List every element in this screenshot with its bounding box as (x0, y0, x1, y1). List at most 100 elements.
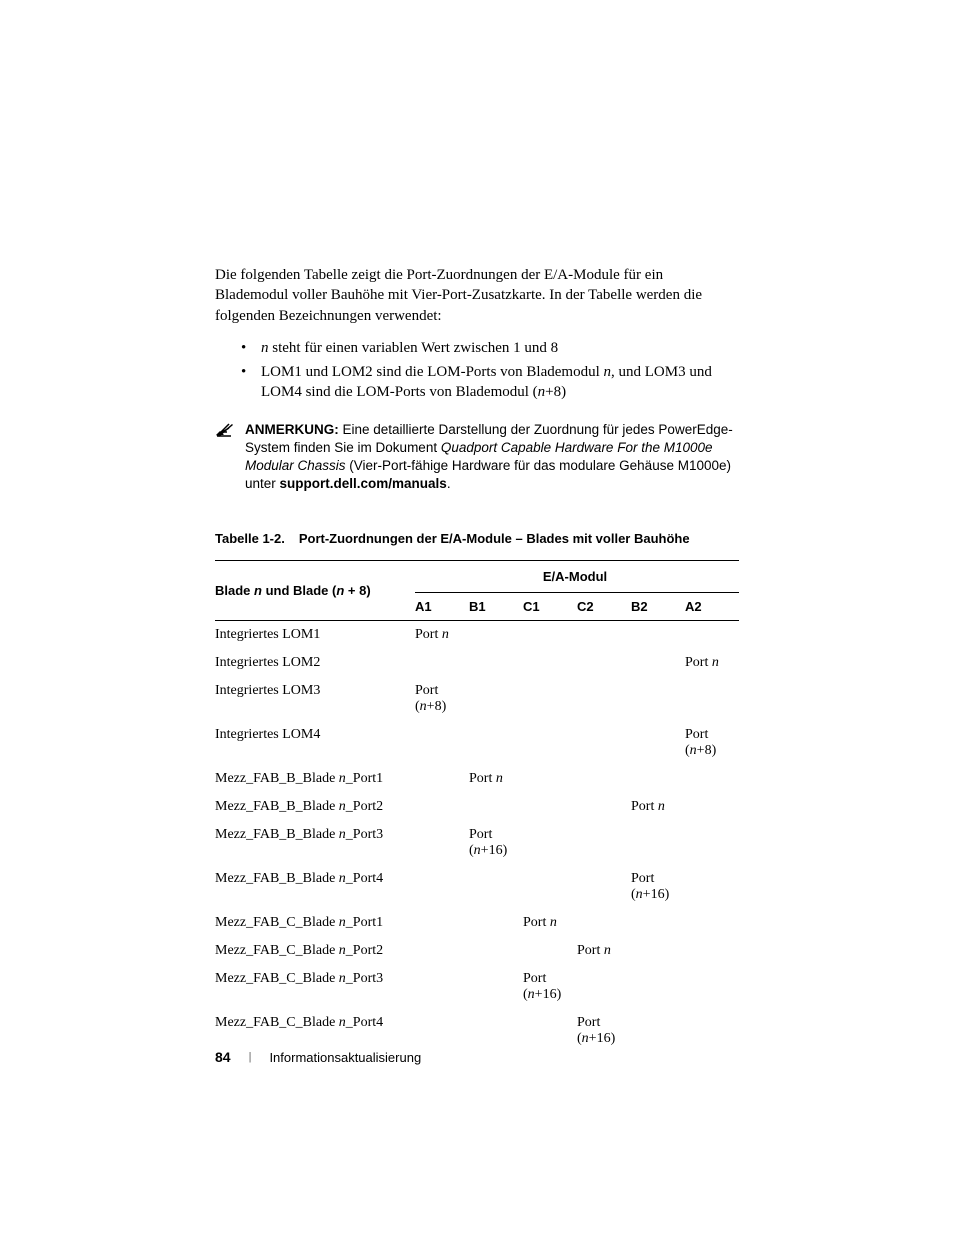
table-cell (469, 965, 523, 1009)
table-cell (415, 1009, 469, 1053)
table-cell: Port n (415, 621, 469, 650)
table-cell (631, 937, 685, 965)
table-cell (523, 821, 577, 865)
table-cell: Port n (685, 649, 739, 677)
table-cell (631, 1009, 685, 1053)
footer-separator: | (249, 1051, 252, 1063)
table-cell (469, 865, 523, 909)
row-label: Mezz_FAB_B_Blade n_Port3 (215, 821, 415, 865)
bullet-list: n steht für einen variablen Wert zwische… (215, 338, 739, 403)
table-cell (685, 1009, 739, 1053)
table-cell (415, 649, 469, 677)
port-mapping-table: Blade n und Blade (n + 8) E/A-Modul A1 B… (215, 560, 739, 1053)
note-end: . (447, 476, 451, 491)
note-label: ANMERKUNG: (245, 422, 339, 437)
row-label: Mezz_FAB_C_Blade n_Port3 (215, 965, 415, 1009)
table-cell (685, 621, 739, 650)
table-cell (415, 937, 469, 965)
col-a1: A1 (415, 593, 469, 621)
table-cell (523, 721, 577, 765)
table-cell: Port (n+16) (469, 821, 523, 865)
table-cell (469, 1009, 523, 1053)
bullet-2-post: +8) (545, 384, 566, 400)
table-cell (631, 649, 685, 677)
table-row: Integriertes LOM4 Port (n+8) (215, 721, 739, 765)
table-cell (415, 721, 469, 765)
table-cell (577, 721, 631, 765)
table-cell: Port (n+8) (685, 721, 739, 765)
row-label: Mezz_FAB_C_Blade n_Port1 (215, 909, 415, 937)
table-cell (685, 865, 739, 909)
col-a2: A2 (685, 593, 739, 621)
table-cell (415, 909, 469, 937)
table-cell (631, 765, 685, 793)
table-cell (415, 965, 469, 1009)
table-row: Integriertes LOM3Port (n+8) (215, 677, 739, 721)
table-header-left: Blade n und Blade (n + 8) (215, 561, 415, 621)
table-cell (577, 765, 631, 793)
table-row: Integriertes LOM2 Port n (215, 649, 739, 677)
table-caption-text: Port-Zuordnungen der E/A-Module – Blades… (299, 531, 690, 546)
row-label: Mezz_FAB_C_Blade n_Port4 (215, 1009, 415, 1053)
table-row: Mezz_FAB_C_Blade n_Port1Port n (215, 909, 739, 937)
table-cell (577, 965, 631, 1009)
footer-page-number: 84 (215, 1049, 231, 1065)
table-cell (685, 821, 739, 865)
bullet-item-1: n steht für einen variablen Wert zwische… (247, 338, 739, 358)
table-cell: Port (n+16) (523, 965, 577, 1009)
row-label: Integriertes LOM4 (215, 721, 415, 765)
page-footer: 84 | Informationsaktualisierung (215, 1049, 421, 1065)
table-row: Mezz_FAB_B_Blade n_Port4Port (n+16) (215, 865, 739, 909)
table-row: Mezz_FAB_B_Blade n_Port1Port n (215, 765, 739, 793)
table-cell: Port (n+8) (415, 677, 469, 721)
table-cell (523, 621, 577, 650)
table-cell (469, 909, 523, 937)
bullet-2-pre: LOM1 und LOM2 sind die LOM-Ports von Bla… (261, 364, 604, 380)
table-row: Mezz_FAB_C_Blade n_Port3 Port (n+16) (215, 965, 739, 1009)
table-cell (415, 793, 469, 821)
table-row: Mezz_FAB_C_Blade n_Port4 Port (n+16) (215, 1009, 739, 1053)
footer-section-title: Informationsaktualisierung (269, 1050, 421, 1065)
table-cell (469, 937, 523, 965)
table-caption: Tabelle 1-2.Port-Zuordnungen der E/A-Mod… (215, 531, 739, 546)
row-label: Integriertes LOM1 (215, 621, 415, 650)
table-cell: Port n (469, 765, 523, 793)
th-left-mid: und Blade ( (262, 583, 336, 598)
table-cell (577, 621, 631, 650)
table-cell (469, 621, 523, 650)
table-cell (523, 649, 577, 677)
intro-paragraph: Die folgenden Tabelle zeigt die Port-Zuo… (215, 265, 739, 326)
table-cell (577, 649, 631, 677)
table-cell (523, 937, 577, 965)
table-body: Integriertes LOM1Port nIntegriertes LOM2… (215, 621, 739, 1054)
table-cell (415, 765, 469, 793)
row-label: Mezz_FAB_C_Blade n_Port2 (215, 937, 415, 965)
table-cell (523, 865, 577, 909)
table-row: Mezz_FAB_C_Blade n_Port2Port n (215, 937, 739, 965)
note-icon (215, 422, 235, 443)
col-c1: C1 (523, 593, 577, 621)
table-cell (685, 677, 739, 721)
table-cell (523, 793, 577, 821)
col-c2: C2 (577, 593, 631, 621)
table-cell (523, 1009, 577, 1053)
table-header-right: E/A-Modul (415, 561, 739, 593)
table-cell (523, 765, 577, 793)
row-label: Mezz_FAB_B_Blade n_Port2 (215, 793, 415, 821)
th-left-pre: Blade (215, 583, 254, 598)
table-cell (631, 965, 685, 1009)
table-cell (631, 677, 685, 721)
note-text: ANMERKUNG: Eine detaillierte Darstellung… (245, 421, 739, 494)
bullet-1-text: steht für einen variablen Wert zwischen … (269, 340, 559, 356)
table-cell (631, 721, 685, 765)
table-cell (685, 909, 739, 937)
table-cell (685, 937, 739, 965)
th-left-n1: n (254, 583, 262, 598)
table-cell: Port (n+16) (577, 1009, 631, 1053)
table-cell (577, 909, 631, 937)
table-cell (631, 821, 685, 865)
row-label: Integriertes LOM2 (215, 649, 415, 677)
table-cell (469, 649, 523, 677)
table-cell (469, 721, 523, 765)
table-row: Mezz_FAB_B_Blade n_Port3 Port (n+16) (215, 821, 739, 865)
